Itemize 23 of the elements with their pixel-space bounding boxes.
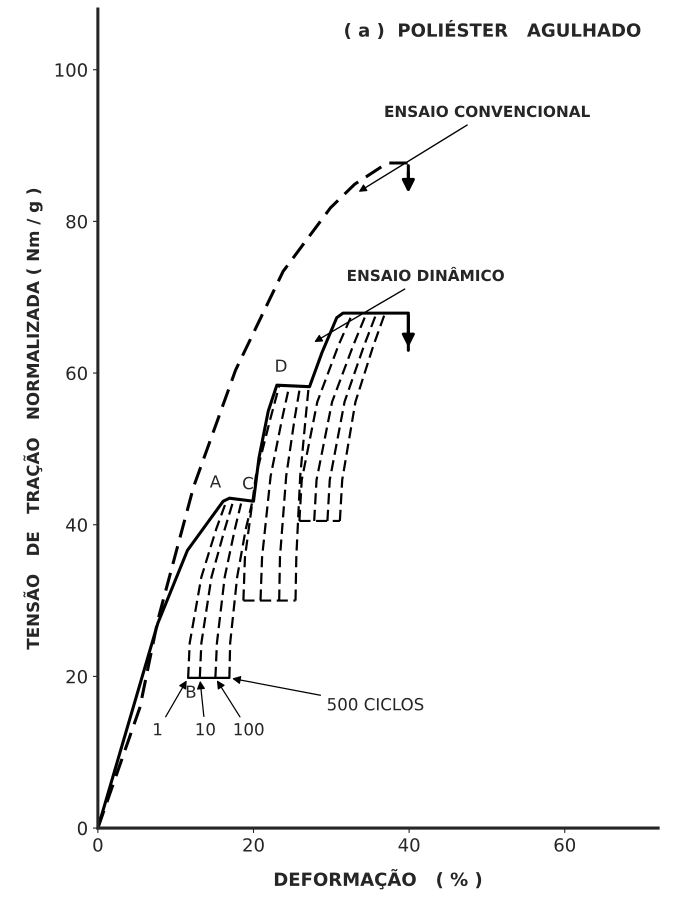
annotation: 10 [196,722,215,736]
x-tick-label: 60 [554,838,576,852]
text: ( a ) POLIÉSTER AGULHADO [345,20,640,40]
text: ENSAIO CONVENCIONAL [385,106,590,118]
y-tick-label: 60 [66,366,87,380]
x-tick-label: 20 [243,838,264,852]
annotation: 100 [234,722,264,736]
annotation: B [186,686,196,698]
x-axis-title: DEFORMAÇÃO ( % ) [274,868,482,890]
annotation: C [243,476,253,490]
annotation: 500 CICLOS [328,698,424,711]
x-tick-label: 0 [93,838,102,852]
y-tick-label: 40 [66,518,87,532]
annotation: A [210,475,222,488]
text: ENSAIO DINÂMICO [348,266,504,282]
y-tick-label: 20 [66,670,87,684]
annotation: D [276,360,286,372]
y-tick-label: 0 [78,822,87,836]
y-tick-label: 80 [66,214,87,229]
x-tick-label: 40 [398,838,420,852]
y-tick-label: 100 [56,63,87,77]
annotation: 1 [154,723,162,736]
y-axis-title: TENSÃO DE TRAÇÃO NORMALIZADA ( Nm / g ) [23,188,43,650]
